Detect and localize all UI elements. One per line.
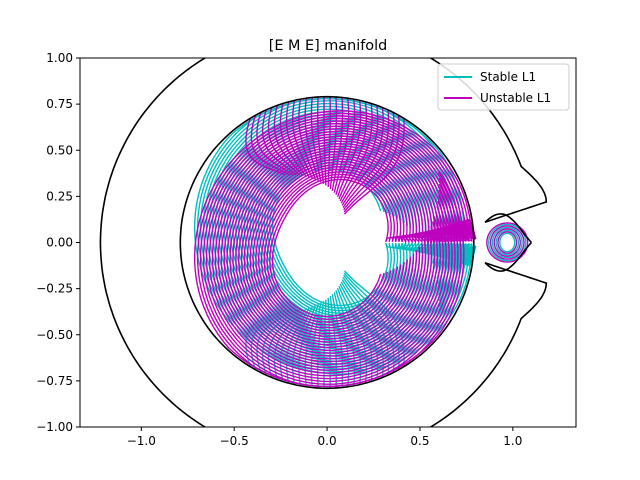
stable-trajectory xyxy=(261,309,297,376)
unstable-trajectory xyxy=(217,130,477,371)
y-tick-label: 0.00 xyxy=(46,236,73,250)
unstable-trajectory xyxy=(246,155,476,343)
unstable-trajectory xyxy=(269,176,476,320)
unstable-trajectory xyxy=(317,96,325,184)
x-tick-label: −1.0 xyxy=(127,434,156,448)
unstable-trajectory xyxy=(229,140,477,360)
legend-label: Stable L1 xyxy=(480,70,536,84)
x-tick-label: 1.0 xyxy=(503,434,522,448)
unstable-trajectory xyxy=(271,178,476,318)
l1-neck-trajectory xyxy=(499,232,516,253)
unstable-trajectory xyxy=(226,137,477,363)
l1-neck-trajectory xyxy=(493,228,521,257)
legend: Stable L1 Unstable L1 xyxy=(437,63,570,111)
unstable-trajectory xyxy=(257,165,476,332)
unstable-trajectory xyxy=(335,99,356,195)
unstable-trajectory xyxy=(260,168,476,329)
l1-neck-trajectory xyxy=(495,229,520,256)
inner-boundary-circle xyxy=(179,95,475,390)
unstable-trajectory xyxy=(214,127,477,374)
unstable-trajectory xyxy=(252,160,476,337)
stable-trajectory xyxy=(214,111,477,358)
unstable-trajectory xyxy=(273,105,304,177)
x-axis: −1.0 −0.5 0.0 0.5 1.0 xyxy=(127,427,522,448)
unstable-trajectory xyxy=(261,109,297,176)
x-tick-label: 0.0 xyxy=(318,434,337,448)
stable-trajectory xyxy=(335,290,356,386)
y-tick-label: −0.50 xyxy=(36,328,73,342)
y-tick-label: −0.75 xyxy=(36,374,73,388)
unstable-trajectory xyxy=(341,107,384,206)
unstable-trajectory xyxy=(199,115,477,388)
stable-trajectory xyxy=(341,279,384,378)
unstable-trajectory xyxy=(292,100,314,179)
unstable-trajectory xyxy=(267,107,301,176)
y-axis: 1.00 0.75 0.50 0.25 0.00 −0.25 −0.50 −0.75 −1.00 xyxy=(36,51,80,434)
plot-area xyxy=(99,58,548,427)
unstable-trajectory xyxy=(250,114,290,176)
stable-trajectory xyxy=(194,97,477,375)
y-tick-label: 0.50 xyxy=(46,143,73,157)
unstable-trajectory xyxy=(298,99,316,180)
x-tick-label: −0.5 xyxy=(220,434,249,448)
unstable-trajectory xyxy=(194,110,477,388)
unstable-trajectory xyxy=(249,158,476,340)
unstable-trajectory xyxy=(220,132,477,369)
unstable-trajectory xyxy=(304,98,319,182)
unstable-trajectory xyxy=(245,117,286,176)
y-tick-label: 0.25 xyxy=(46,189,73,203)
unstable-trajectory xyxy=(285,101,310,178)
l1-neck-trajectory xyxy=(491,226,523,259)
x-tick-label: 0.5 xyxy=(410,434,429,448)
unstable-trajectory xyxy=(263,171,476,326)
unstable-trajectory xyxy=(243,153,476,346)
unstable-trajectory xyxy=(329,96,338,189)
y-tick-label: −1.00 xyxy=(36,420,73,434)
unstable-trajectory xyxy=(202,117,477,385)
unstable-manifold-series xyxy=(194,96,529,388)
l1-neck-trajectory xyxy=(489,225,525,260)
unstable-trajectory xyxy=(232,143,477,357)
unstable-trajectory xyxy=(255,163,476,335)
y-tick-label: 1.00 xyxy=(46,51,73,65)
y-tick-label: −0.25 xyxy=(36,282,73,296)
unstable-trajectory xyxy=(266,173,476,323)
chart-title: [E M E] manifold xyxy=(269,38,388,54)
unstable-trajectory xyxy=(208,122,477,380)
unstable-trajectory xyxy=(279,103,307,177)
legend-label: Unstable L1 xyxy=(480,91,551,105)
l1-neck-trajectory xyxy=(487,223,527,262)
unstable-trajectory xyxy=(240,150,477,349)
outer-boundary-upper xyxy=(99,58,548,244)
unstable-trajectory xyxy=(196,112,477,388)
zero-velocity-boundaries xyxy=(99,58,548,427)
unstable-trajectory xyxy=(235,145,477,354)
unstable-trajectory xyxy=(238,148,477,352)
unstable-trajectory xyxy=(256,112,294,176)
outer-boundary-lower xyxy=(99,241,548,427)
unstable-trajectory xyxy=(223,135,477,366)
unstable-trajectory xyxy=(211,125,477,377)
y-tick-label: 0.75 xyxy=(46,97,73,111)
l1-neck-trajectory xyxy=(497,231,518,254)
